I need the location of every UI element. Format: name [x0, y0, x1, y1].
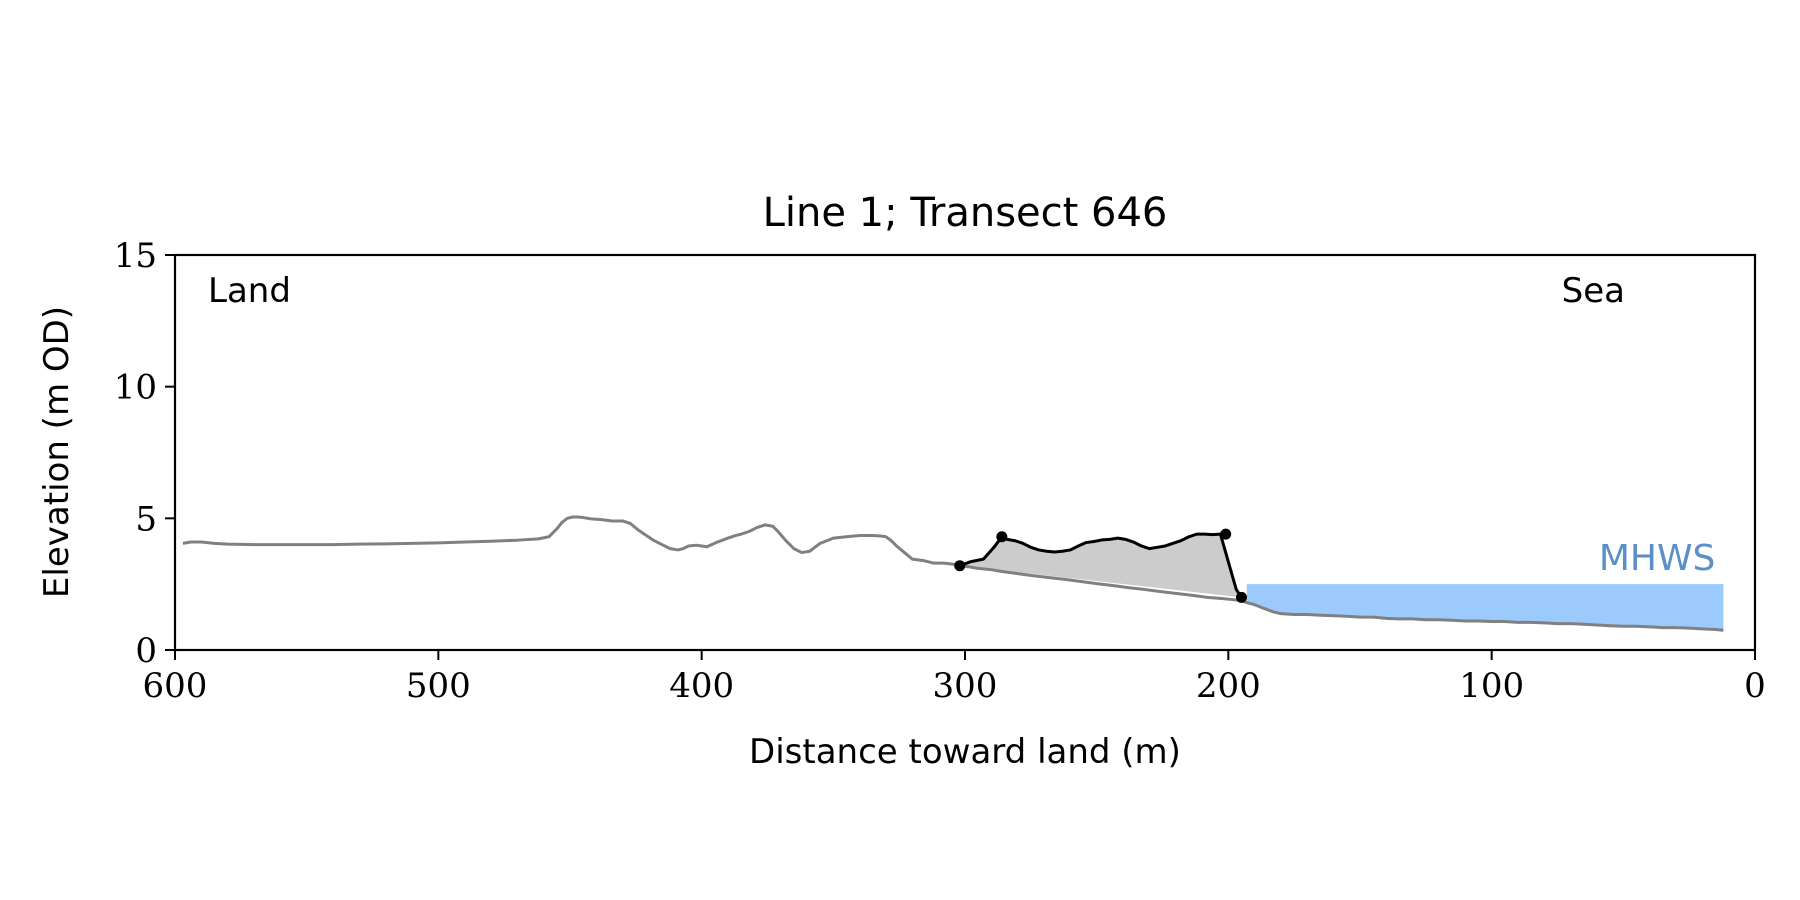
- x-tick-label: 300: [933, 666, 998, 706]
- dune-marker-point: [996, 531, 1008, 543]
- x-tick-label: 200: [1196, 666, 1261, 706]
- x-tick-label: 400: [669, 666, 734, 706]
- mhws-label: MHWS: [1599, 538, 1716, 579]
- y-tick-label: 10: [114, 368, 157, 408]
- dune-volume-fill: [959, 534, 1242, 598]
- dune-marker-point: [1220, 528, 1232, 540]
- y-axis-label: Elevation (m OD): [37, 306, 77, 598]
- dune-series-line: [959, 532, 1243, 599]
- chart-title: Line 1; Transect 646: [763, 190, 1168, 236]
- y-tick-label: 15: [114, 236, 157, 276]
- y-tick-label: 5: [135, 499, 157, 539]
- axis-ticks: 600 500 400 300 200 100 0 0 5 10 15: [114, 236, 1766, 706]
- x-tick-label: 600: [143, 666, 208, 706]
- dune-marker-point: [1236, 591, 1247, 603]
- x-tick-label: 100: [1459, 666, 1524, 706]
- x-tick-label: 0: [1744, 666, 1766, 706]
- plot-area: [182, 515, 1724, 632]
- profile-series-line: [182, 515, 1724, 632]
- sea-label: Sea: [1562, 271, 1625, 311]
- y-tick-label: 0: [135, 631, 157, 671]
- x-tick-label: 500: [406, 666, 471, 706]
- land-label: Land: [208, 271, 291, 311]
- x-axis-label: Distance toward land (m): [749, 732, 1181, 772]
- mhws-water-area: [1246, 584, 1724, 631]
- dune-marker-point: [954, 560, 966, 572]
